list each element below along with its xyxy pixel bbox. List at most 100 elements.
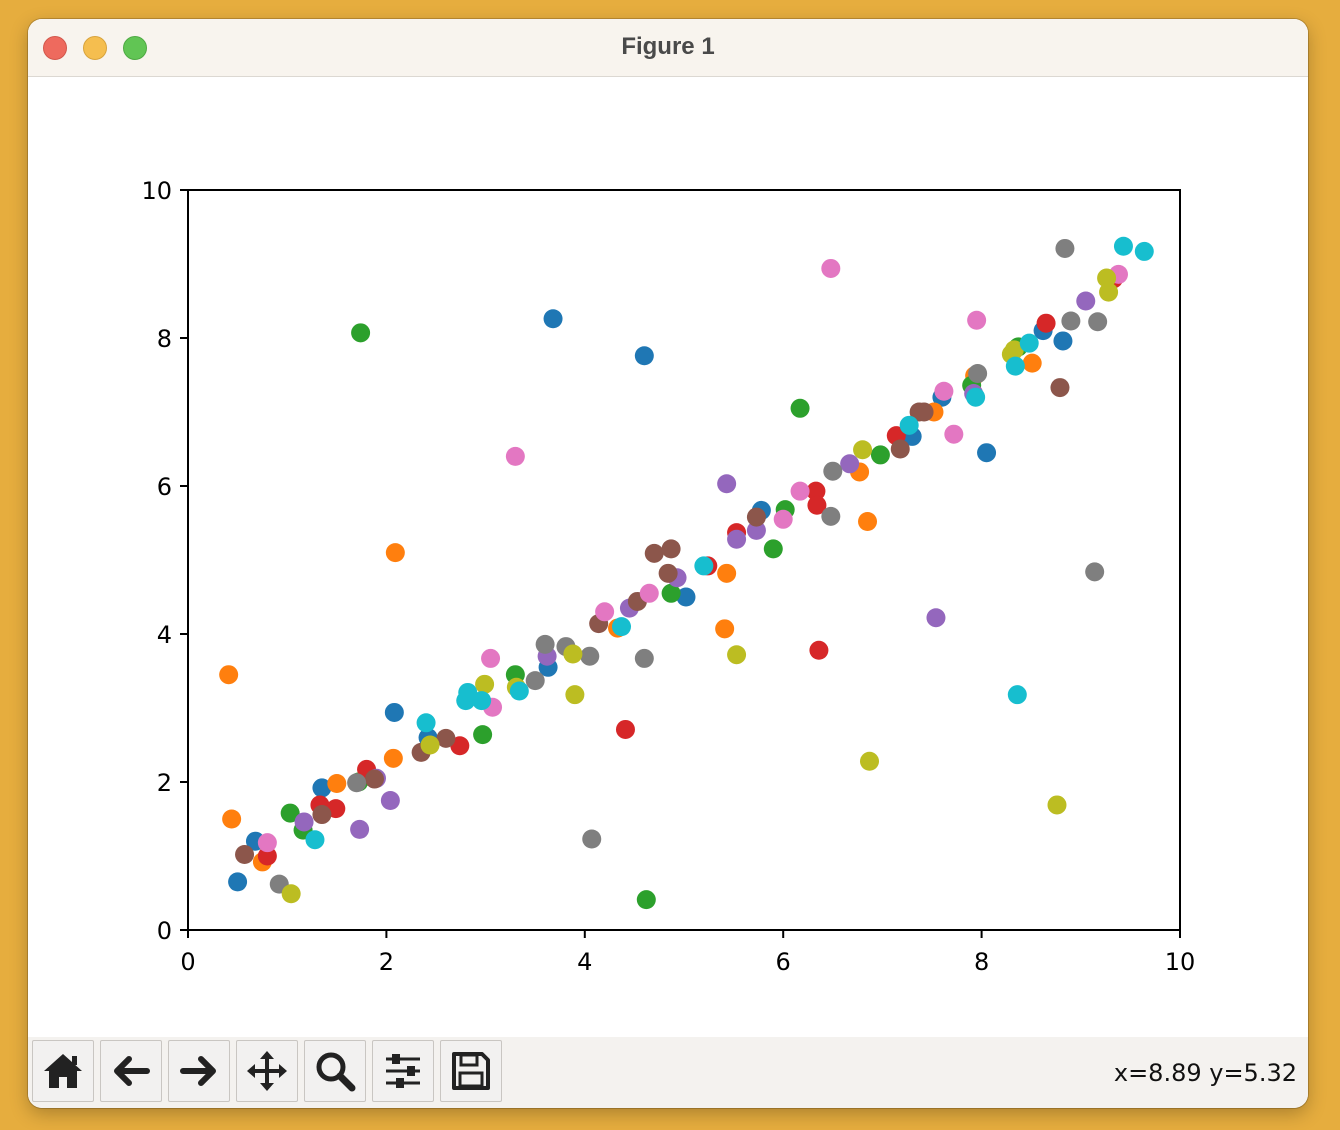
scatter-point <box>543 309 563 329</box>
scatter-point <box>294 812 314 832</box>
forward-button[interactable] <box>168 1040 230 1102</box>
scatter-point <box>840 454 860 474</box>
scatter-point <box>565 685 585 705</box>
scatter-point <box>1053 331 1073 351</box>
scatter-point <box>727 645 747 665</box>
scatter-point <box>312 778 332 798</box>
scatter-point <box>383 748 403 768</box>
scatter-point <box>563 644 583 664</box>
y-tick-label: 2 <box>157 769 172 797</box>
scatter-point <box>746 507 766 527</box>
scatter-point <box>228 872 248 892</box>
scatter-point <box>715 619 735 639</box>
scatter-point <box>823 461 843 481</box>
scatter-point <box>235 845 255 865</box>
scatter-point <box>595 602 615 622</box>
scatter-point <box>257 833 277 853</box>
scatter-point <box>420 735 440 755</box>
zoom-button[interactable] <box>304 1040 366 1102</box>
scatter-point <box>926 608 946 628</box>
scatter-point <box>436 728 456 748</box>
scatter-point <box>1085 562 1105 582</box>
scatter-point <box>1097 268 1117 288</box>
scatter-point <box>380 791 400 810</box>
scatter-plot[interactable]: 0 2 4 6 8 10 0 2 4 6 8 10 <box>28 77 1308 1037</box>
scatter-point <box>890 439 910 459</box>
scatter-point <box>1007 685 1027 705</box>
scatter-point <box>473 725 493 745</box>
scatter-point <box>280 803 300 823</box>
save-disk-icon <box>452 1052 490 1090</box>
scatter-point <box>1113 236 1133 256</box>
scatter-point <box>914 402 934 422</box>
scatter-point <box>1088 312 1108 332</box>
scatter-point <box>1099 282 1119 302</box>
scatter-point <box>364 769 384 789</box>
scatter-point <box>257 846 277 866</box>
scatter-point <box>934 381 954 401</box>
figure-window: Figure 1 0 2 4 6 8 10 0 2 4 6 8 10 <box>28 19 1308 1108</box>
scatter-point <box>1050 378 1070 398</box>
scatter-point <box>1055 238 1075 258</box>
scatter-point <box>694 556 714 576</box>
y-tick-label: 10 <box>141 177 172 205</box>
scatter-point <box>661 583 681 603</box>
back-button[interactable] <box>100 1040 162 1102</box>
scatter-point <box>870 445 890 465</box>
close-button[interactable] <box>43 36 67 60</box>
subplots-sliders-icon <box>386 1054 420 1088</box>
x-tick-label: 6 <box>776 948 791 976</box>
scatter-point <box>505 446 525 466</box>
scatter-point <box>763 539 783 559</box>
pan-button[interactable] <box>236 1040 298 1102</box>
scatter-point <box>821 506 841 526</box>
figure-canvas[interactable]: 0 2 4 6 8 10 0 2 4 6 8 10 <box>28 77 1308 1037</box>
ticks-layer: 0 2 4 6 8 10 0 2 4 6 8 10 <box>141 177 1195 976</box>
scatter-point <box>639 583 659 603</box>
title-bar: Figure 1 <box>28 19 1308 77</box>
scatter-point <box>899 415 919 435</box>
home-button[interactable] <box>32 1040 94 1102</box>
scatter-point <box>773 509 793 529</box>
y-tick-label: 4 <box>157 621 172 649</box>
scatter-point <box>385 543 405 563</box>
scatter-point <box>1061 311 1081 331</box>
scatter-point <box>807 495 827 515</box>
x-tick-label: 10 <box>1165 948 1196 976</box>
scatter-point <box>1022 353 1042 373</box>
scatter-point <box>944 424 964 444</box>
x-tick-label: 8 <box>974 948 989 976</box>
subplots-button[interactable] <box>372 1040 434 1102</box>
scatter-point <box>853 440 873 460</box>
scatter-point <box>746 520 766 540</box>
scatter-point <box>525 671 545 691</box>
y-tick-label: 0 <box>157 917 172 945</box>
scatter-point <box>809 640 829 660</box>
scatter-point <box>582 829 602 849</box>
home-icon <box>44 1054 82 1088</box>
scatter-point <box>676 587 696 607</box>
scatter-point <box>1134 241 1154 261</box>
scatter-point <box>350 819 370 839</box>
scatter-point <box>634 648 654 668</box>
x-tick-label: 2 <box>379 948 394 976</box>
save-button[interactable] <box>440 1040 502 1102</box>
x-tick-label: 0 <box>180 948 195 976</box>
scatter-point <box>967 310 987 330</box>
navigation-toolbar: x=8.89 y=5.32 <box>28 1037 1308 1108</box>
scatter-point <box>615 719 635 739</box>
zoom-window-button[interactable] <box>123 36 147 60</box>
zoom-magnifier-icon <box>316 1052 356 1092</box>
scatter-point <box>717 563 737 583</box>
scatter-point <box>312 805 332 825</box>
scatter-point <box>1004 340 1024 360</box>
scatter-point <box>580 646 600 666</box>
scatter-point <box>1005 356 1025 376</box>
scatter-point <box>727 529 747 549</box>
minimize-button[interactable] <box>83 36 107 60</box>
scatter-point <box>475 674 495 694</box>
axes-frame <box>187 189 1181 931</box>
scatter-point <box>966 387 986 407</box>
scatter-point <box>806 481 826 501</box>
window-title: Figure 1 <box>621 33 715 60</box>
